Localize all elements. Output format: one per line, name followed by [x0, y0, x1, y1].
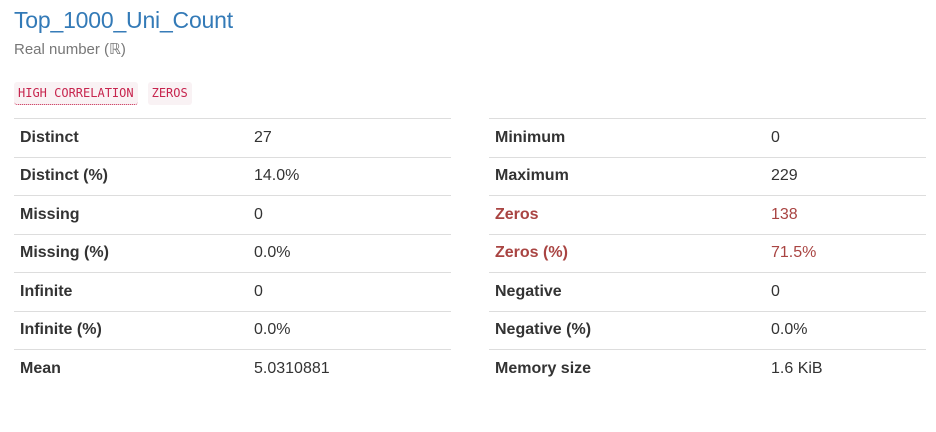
alert-badges: HIGH CORRELATION ZEROS	[14, 82, 192, 105]
stats-table-left: Distinct 27 Distinct (%) 14.0% Missing 0…	[14, 118, 451, 388]
table-row-alert: Zeros 138	[489, 195, 926, 234]
table-row: Maximum 229	[489, 156, 926, 196]
stat-value: 0	[765, 118, 926, 157]
table-row: Distinct (%) 14.0%	[14, 156, 451, 196]
high-correlation-badge[interactable]: HIGH CORRELATION	[14, 82, 138, 105]
stat-label: Distinct	[14, 118, 248, 157]
table-row: Distinct 27	[14, 118, 451, 157]
table-row: Missing 0	[14, 195, 451, 234]
variable-name-link[interactable]: Top_1000_Uni_Count	[14, 7, 233, 33]
table-row: Mean 5.0310881	[14, 349, 451, 388]
stat-value: 229	[765, 156, 926, 196]
stat-value: 0.0%	[248, 233, 451, 273]
table-row-alert: Zeros (%) 71.5%	[489, 233, 926, 273]
variable-type-label: Real number (ℝ)	[14, 41, 126, 58]
table-row: Minimum 0	[489, 118, 926, 157]
stat-value: 0	[765, 272, 926, 311]
stat-value: 0	[248, 195, 451, 234]
table-row: Infinite 0	[14, 272, 451, 311]
stat-label: Negative (%)	[489, 310, 765, 350]
stat-label: Minimum	[489, 118, 765, 157]
stats-table-right: Minimum 0 Maximum 229 Zeros 138 Zeros (%…	[489, 118, 926, 388]
stat-label: Missing (%)	[14, 233, 248, 273]
stat-value: 0.0%	[248, 310, 451, 350]
stat-label: Negative	[489, 272, 765, 311]
table-row: Infinite (%) 0.0%	[14, 310, 451, 350]
stat-value: 0.0%	[765, 310, 926, 350]
table-row: Memory size 1.6 KiB	[489, 349, 926, 388]
stat-value: 14.0%	[248, 156, 451, 196]
stat-value: 0	[248, 272, 451, 311]
stat-value: 1.6 KiB	[765, 349, 926, 388]
stat-label: Zeros (%)	[489, 233, 765, 273]
zeros-badge: ZEROS	[147, 82, 192, 105]
table-row: Missing (%) 0.0%	[14, 233, 451, 273]
stat-label: Infinite (%)	[14, 310, 248, 350]
stat-value: 138	[765, 195, 926, 234]
stat-value: 27	[248, 118, 451, 157]
stat-label: Infinite	[14, 272, 248, 311]
table-row: Negative (%) 0.0%	[489, 310, 926, 350]
stat-label: Mean	[14, 349, 248, 388]
stat-value: 71.5%	[765, 233, 926, 273]
stat-label: Memory size	[489, 349, 765, 388]
stat-label: Zeros	[489, 195, 765, 234]
stat-label: Maximum	[489, 156, 765, 196]
stat-label: Missing	[14, 195, 248, 234]
table-row: Negative 0	[489, 272, 926, 311]
stat-value: 5.0310881	[248, 349, 451, 388]
stat-label: Distinct (%)	[14, 156, 248, 196]
